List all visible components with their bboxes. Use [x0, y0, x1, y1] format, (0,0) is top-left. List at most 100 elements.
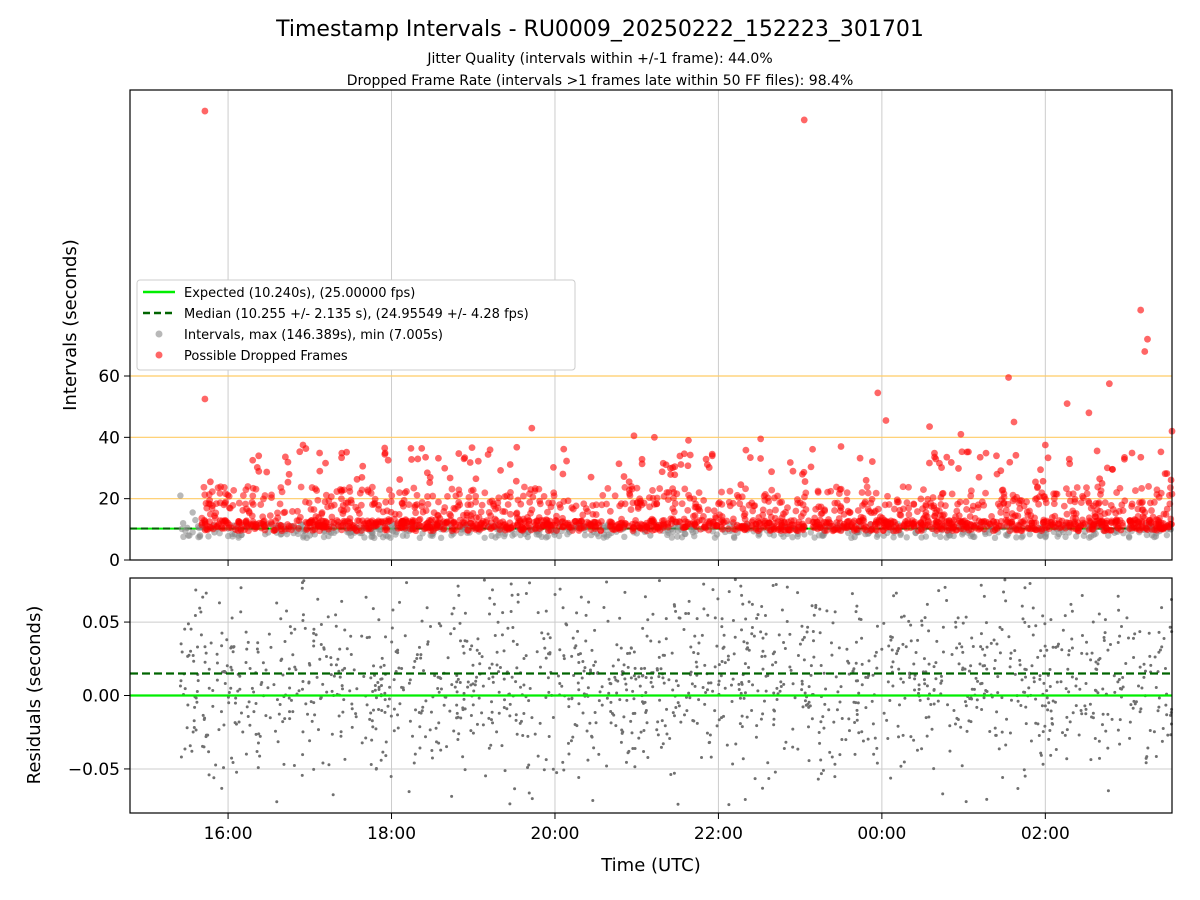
residual-point — [866, 737, 870, 741]
residual-point — [901, 733, 905, 737]
residual-point — [546, 676, 550, 680]
residual-point — [902, 614, 906, 618]
residual-point — [452, 627, 456, 631]
dropped-frame-point — [549, 521, 557, 529]
residual-point — [764, 689, 768, 693]
dropped-frame-point — [967, 492, 975, 500]
dropped-frame-point — [1085, 499, 1093, 507]
residual-point — [373, 683, 377, 687]
residual-point — [1034, 721, 1038, 725]
residual-point — [646, 755, 650, 759]
residual-point — [553, 592, 557, 596]
dropped-frame-point — [968, 506, 976, 514]
dropped-frame-point — [862, 476, 870, 484]
residual-point — [793, 696, 797, 700]
dropped-frame-point — [1116, 516, 1124, 524]
dropped-frame-point — [506, 493, 514, 501]
residual-point — [1004, 743, 1008, 747]
residual-point — [515, 666, 519, 670]
residual-point — [1165, 713, 1169, 717]
residual-point — [247, 700, 251, 704]
residual-point — [1034, 697, 1038, 701]
dropped-frame-point — [504, 501, 512, 508]
residual-point — [383, 691, 387, 695]
residual-point — [341, 710, 345, 714]
residual-point — [727, 803, 731, 807]
residual-point — [827, 708, 831, 712]
dropped-frame-point — [1154, 516, 1162, 524]
dropped-frame-point — [678, 500, 686, 508]
chart-title: Timestamp Intervals - RU0009_20250222_15… — [275, 17, 924, 42]
residual-point — [178, 684, 182, 688]
residual-point — [886, 680, 890, 684]
residual-point — [457, 593, 461, 597]
residual-point — [1124, 662, 1128, 666]
dropped-frame-point — [980, 501, 988, 509]
residual-point — [527, 699, 531, 703]
residual-point — [634, 677, 638, 681]
residual-point — [429, 710, 433, 714]
residual-point — [195, 700, 199, 704]
residual-point — [183, 747, 187, 751]
dropped-frame-point — [1132, 487, 1139, 494]
dropped-frame-point — [456, 521, 463, 529]
residual-point — [606, 619, 610, 623]
residual-point — [713, 616, 717, 620]
residual-point — [417, 645, 421, 649]
dropped-frame-point — [441, 464, 449, 472]
residual-point — [669, 773, 673, 777]
residual-point — [1055, 680, 1059, 684]
residual-point — [854, 610, 858, 614]
dropped-frame-point — [993, 470, 1001, 478]
residual-point — [300, 687, 304, 691]
dropped-frame-point — [835, 490, 843, 497]
interval-point — [1062, 533, 1069, 541]
dropped-frame-point — [1145, 483, 1152, 490]
dropped-frame-point — [1032, 478, 1039, 486]
dropped-frame-point — [889, 527, 897, 535]
residual-point — [430, 749, 434, 753]
residual-point — [1000, 730, 1004, 734]
x-tick-label: 16:00 — [204, 824, 253, 844]
dropped-frame-point — [218, 525, 226, 532]
interval-point — [535, 531, 543, 538]
residual-point — [340, 687, 344, 691]
residual-point — [1162, 637, 1166, 641]
residual-point — [778, 689, 782, 693]
dropped-frame-point — [867, 499, 875, 507]
residual-point — [515, 642, 519, 646]
interval-point — [195, 533, 202, 541]
dropped-frame-point — [1071, 498, 1079, 506]
residual-point — [576, 681, 580, 685]
residual-point — [193, 705, 197, 709]
residual-point — [731, 677, 735, 681]
residual-point — [478, 662, 482, 666]
residual-point — [642, 728, 646, 732]
dropped-frame-point — [464, 526, 472, 534]
residual-point — [588, 721, 592, 725]
residual-point — [855, 718, 859, 722]
residual-point — [207, 686, 211, 690]
residual-point — [1132, 699, 1136, 703]
residual-point — [664, 617, 668, 621]
dropped-frame-point — [1041, 441, 1049, 449]
residual-point — [1101, 712, 1105, 716]
residual-point — [632, 697, 636, 701]
residual-point — [798, 642, 802, 646]
residual-point — [470, 644, 474, 648]
residual-point — [294, 668, 298, 672]
dropped-frame-point — [444, 492, 451, 500]
residual-point — [362, 674, 366, 678]
residual-point — [890, 648, 894, 652]
residual-point — [682, 628, 686, 632]
residual-point — [570, 654, 574, 658]
residual-point — [561, 760, 565, 764]
residual-point — [932, 767, 936, 771]
residual-point — [753, 777, 757, 781]
residual-point — [697, 698, 701, 702]
residual-point — [847, 717, 851, 721]
residual-point — [229, 686, 233, 690]
residual-point — [994, 733, 998, 737]
residual-point — [738, 722, 742, 726]
residual-point — [1104, 729, 1108, 733]
